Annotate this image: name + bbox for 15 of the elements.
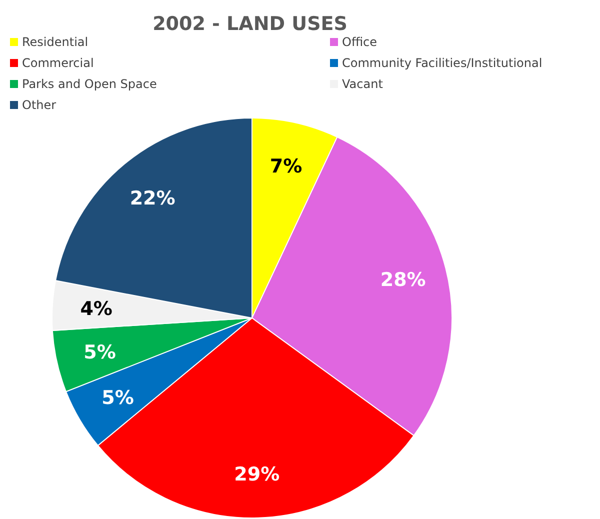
legend-label: Residential <box>22 35 88 49</box>
data-label: 29% <box>234 464 280 486</box>
legend-label: Vacant <box>342 77 384 91</box>
legend-label: Other <box>22 98 56 112</box>
legend-label: Community Facilities/Institutional <box>342 56 542 70</box>
chart-title: 2002 - LAND USES <box>152 13 348 35</box>
legend-label: Commercial <box>22 56 94 70</box>
data-label: 28% <box>380 268 426 291</box>
data-label: 22% <box>130 187 176 210</box>
data-label: 4% <box>80 298 112 320</box>
data-label: 5% <box>102 387 134 410</box>
legend-label: Office <box>342 35 378 49</box>
data-label: 7% <box>270 155 302 178</box>
data-label: 5% <box>84 342 116 364</box>
legend-label: Parks and Open Space <box>22 77 157 91</box>
